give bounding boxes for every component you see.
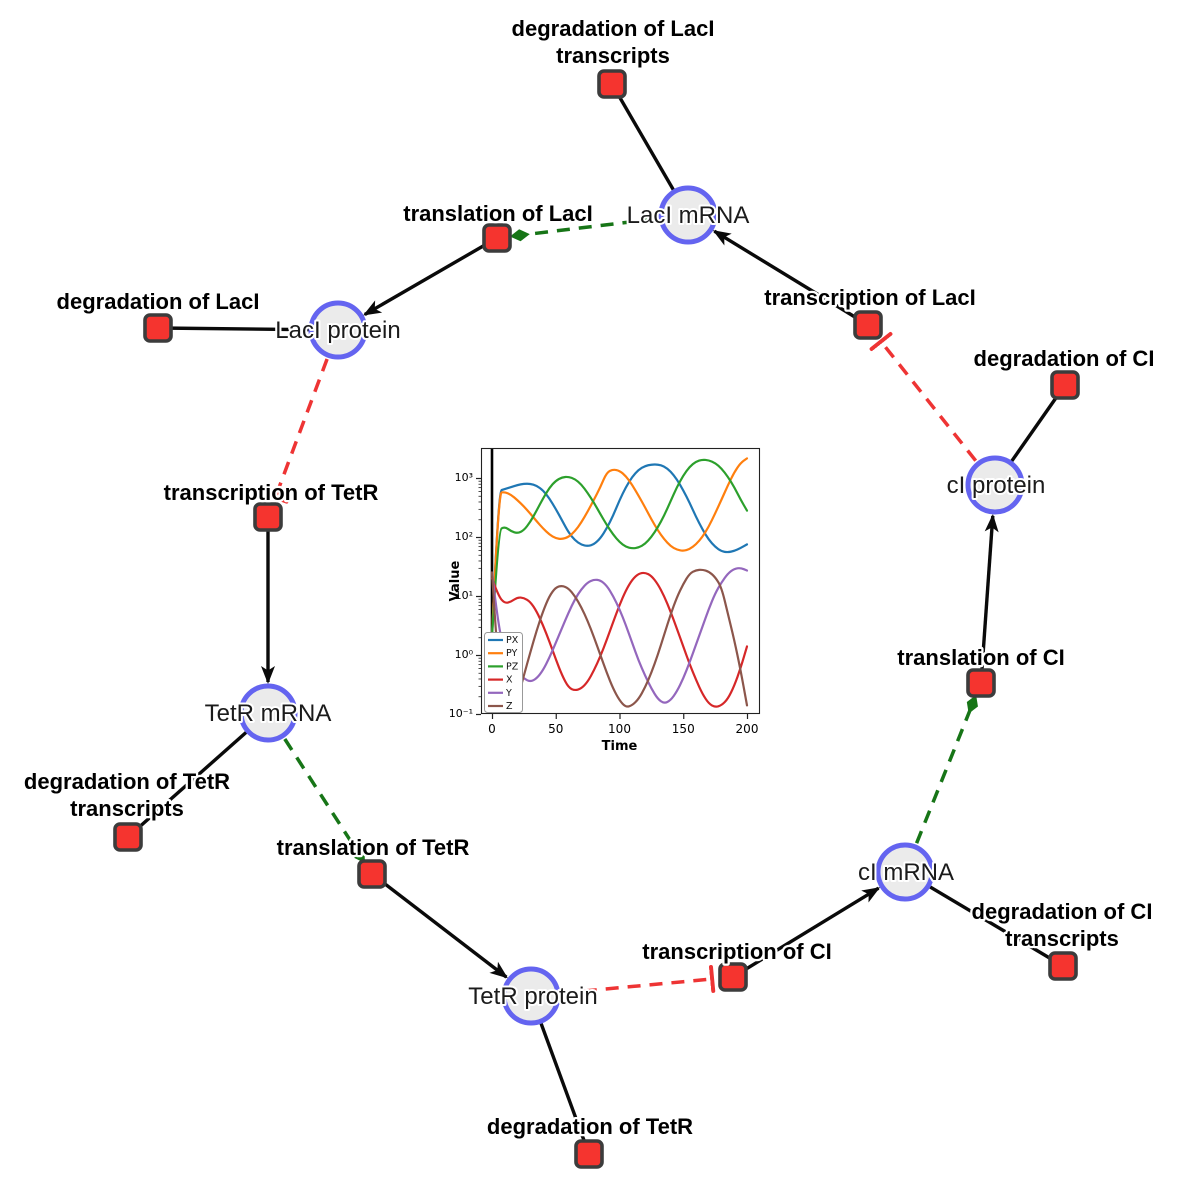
reaction-node-transcription-of-laci[interactable]: transcription of LacI [762, 283, 978, 340]
edge-tetr-mrna-modifies-translation [283, 738, 365, 864]
reaction-node-translation-of-laci[interactable]: translation of LacI [401, 199, 595, 253]
reaction-node-degradation-of-laci[interactable]: degradation of LacI [54, 287, 262, 343]
svg-text:transcription of LacI: transcription of LacI [764, 285, 975, 310]
reaction-node-translation-of-ci[interactable]: translation of CI [895, 643, 1067, 698]
reaction-layer: degradation of LacI transcripts translati… [22, 14, 1157, 1169]
edge-translation-laci-to-laci-protein [363, 236, 498, 316]
species-node-tetr-protein[interactable]: TetR protein [466, 966, 600, 1026]
species-layer: LacI mRNA LacI protein TetR mRNA TetR pr… [203, 185, 1047, 1026]
edge-translation-ci-to-ci-protein [979, 513, 999, 684]
simulation-timeseries-plot [445, 440, 775, 765]
edge-laci-mrna-modifies-translation [509, 216, 658, 242]
svg-text:transcription of CI: transcription of CI [642, 939, 831, 964]
svg-text:translation of CI: translation of CI [897, 645, 1064, 670]
species-node-laci-mrna[interactable]: LacI mRNA [625, 185, 751, 245]
edge-transcription-ci-to-ci-mrna [732, 886, 881, 979]
svg-text:translation of TetR: translation of TetR [277, 835, 470, 860]
species-node-ci-protein[interactable]: cI protein [945, 455, 1047, 515]
edge-ci-protein-inhibits-transcription-laci [869, 332, 978, 462]
reaction-node-degradation-of-tetr[interactable]: degradation of TetR [485, 1112, 695, 1169]
svg-text:LacI protein: LacI protein [275, 317, 400, 344]
svg-text:degradation of TetR: degradation of TetR [487, 1114, 693, 1139]
edge-ci-mrna-to-degradation-transcripts [904, 870, 1064, 968]
svg-text:LacI mRNA: LacI mRNA [627, 202, 750, 229]
svg-text:cI mRNA: cI mRNA [858, 859, 954, 886]
svg-text:TetR protein: TetR protein [468, 983, 597, 1010]
svg-text:transcription of TetR: transcription of TetR [164, 480, 379, 505]
svg-text:translation of LacI: translation of LacI [403, 201, 592, 226]
svg-text:TetR mRNA: TetR mRNA [205, 700, 332, 727]
reaction-node-transcription-of-ci[interactable]: transcription of CI [640, 937, 834, 992]
edge-tetr-mrna-to-degradation-transcripts [126, 711, 270, 839]
svg-text:cI protein: cI protein [947, 472, 1046, 499]
species-node-ci-mrna[interactable]: cI mRNA [856, 842, 956, 902]
edge-ci-mrna-modifies-translation [914, 695, 978, 844]
species-node-laci-protein[interactable]: LacI protein [273, 300, 403, 360]
reaction-node-degradation-of-laci-transcripts[interactable]: degradation of LacI transcripts [509, 14, 717, 99]
edge-translation-tetr-to-tetr-protein [370, 872, 508, 979]
species-node-tetr-mrna[interactable]: TetR mRNA [203, 683, 333, 743]
reaction-node-degradation-of-ci-transcripts[interactable]: degradation of CI transcripts [969, 897, 1155, 981]
edge-laci-protein-to-degradation [157, 326, 339, 332]
reaction-node-transcription-of-tetr[interactable]: transcription of TetR [161, 478, 381, 532]
edge-tetr-protein-inhibits-transcription-ci [561, 965, 716, 995]
reaction-node-degradation-of-tetr-transcripts[interactable]: degradation of TetR transcripts [22, 767, 232, 852]
reaction-node-degradation-of-ci[interactable]: degradation of CI [971, 344, 1157, 400]
svg-text:degradation of LacI: degradation of LacI [57, 289, 260, 314]
svg-text:degradation of CI: degradation of CI [974, 346, 1155, 371]
edge-transcription-laci-to-laci-mrna [712, 229, 869, 327]
edge-laci-protein-inhibits-transcription-tetr [262, 358, 329, 504]
reaction-node-translation-of-tetr[interactable]: translation of TetR [274, 833, 472, 889]
